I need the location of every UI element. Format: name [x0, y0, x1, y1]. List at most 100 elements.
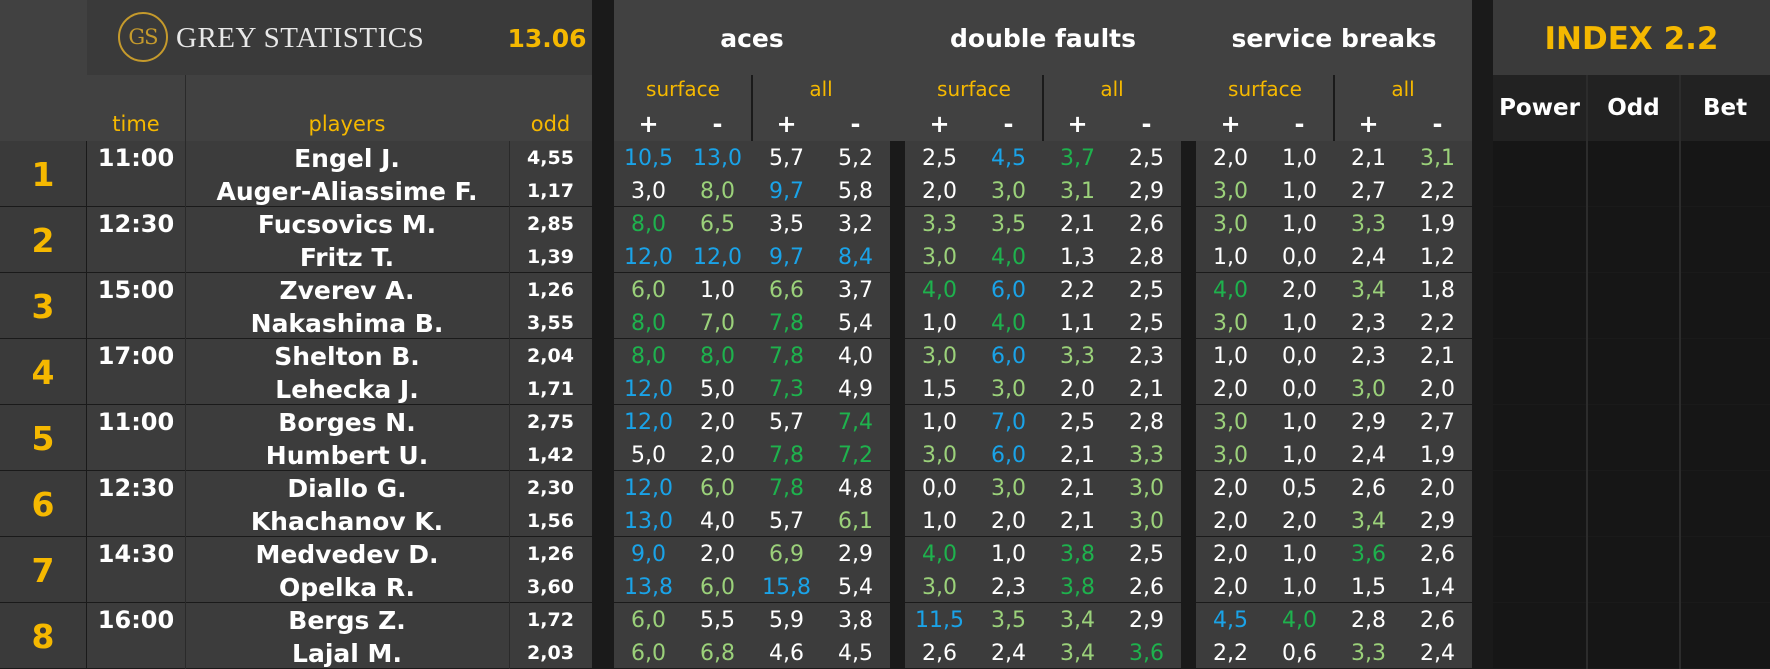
- stat-cell-bg: [905, 339, 1181, 404]
- player-odd: 4,55: [527, 147, 574, 169]
- stat-value: 2,1: [1420, 343, 1455, 369]
- match-num-cell: [0, 339, 86, 404]
- stat-value: 3,0: [922, 244, 957, 270]
- subheader-all-aces: all: [809, 77, 833, 101]
- plus-header-service-breaks: +: [1358, 110, 1379, 138]
- minus-header-aces: -: [712, 110, 723, 138]
- stat-cell-bg: [614, 207, 890, 272]
- col-header-players: players: [308, 112, 386, 136]
- stat-value: 4,8: [838, 475, 873, 501]
- stat-value: 2,5: [1129, 541, 1164, 567]
- stat-value: 1,0: [1282, 574, 1317, 600]
- time-divider: [185, 75, 186, 669]
- stat-value: 2,8: [1129, 409, 1164, 435]
- stat-value: 3,0: [922, 574, 957, 600]
- stat-value: 2,6: [922, 640, 957, 666]
- stat-value: 2,0: [1213, 475, 1248, 501]
- minus-header-double-faults: -: [1003, 110, 1014, 138]
- player-odd: 1,17: [527, 180, 574, 202]
- stat-value: 4,0: [700, 508, 735, 534]
- header-date: 13.06: [507, 23, 587, 53]
- index-cell-bg: [1493, 273, 1770, 338]
- stat-value: 7,8: [769, 343, 804, 369]
- stat-value: 5,4: [838, 310, 873, 336]
- index-cell-bg: [1493, 207, 1770, 272]
- header-index-panel: [1493, 0, 1770, 75]
- stat-value: 3,4: [1351, 508, 1386, 534]
- stat-value: 1,0: [1282, 442, 1317, 468]
- stat-value: 2,4: [1420, 640, 1455, 666]
- stat-value: 2,5: [1129, 145, 1164, 171]
- stat-value: 2,0: [1060, 376, 1095, 402]
- stat-value: 2,0: [1213, 376, 1248, 402]
- stat-value: 2,1: [1060, 211, 1095, 237]
- stat-value: 2,5: [922, 145, 957, 171]
- stat-value: 2,2: [1420, 310, 1455, 336]
- stat-value: 7,8: [769, 310, 804, 336]
- player-name: Zverev A.: [279, 275, 415, 305]
- player-name: Bergs Z.: [288, 605, 406, 635]
- stat-value: 6,0: [700, 574, 735, 600]
- player-odd: 3,60: [527, 576, 574, 598]
- stat-value: 3,4: [1060, 640, 1095, 666]
- index-title: INDEX 2.2: [1544, 21, 1719, 57]
- group-title-double-faults: double faults: [950, 23, 1136, 53]
- stat-value: 5,9: [769, 607, 804, 633]
- index-cell-bg: [1493, 537, 1770, 602]
- player-odd: 2,04: [527, 345, 574, 367]
- match-info-cell: [87, 471, 592, 536]
- stat-value: 6,0: [631, 607, 666, 633]
- stat-value: 4,0: [1282, 607, 1317, 633]
- stat-value: 3,0: [922, 343, 957, 369]
- stat-value: 1,1: [1060, 310, 1095, 336]
- stat-value: 3,4: [1351, 277, 1386, 303]
- match-number: 4: [31, 352, 55, 392]
- stat-value: 11,5: [915, 607, 964, 633]
- match-number: 5: [31, 418, 55, 458]
- stat-value: 1,0: [922, 508, 957, 534]
- stat-value: 7,0: [700, 310, 735, 336]
- logo-icon: GS: [118, 12, 168, 62]
- stat-cell-bg: [614, 405, 890, 470]
- stat-value: 3,5: [991, 607, 1026, 633]
- player-odd: 2,75: [527, 411, 574, 433]
- stat-cell-bg: [1196, 339, 1472, 404]
- stat-cell-bg: [905, 141, 1181, 206]
- stat-value: 1,0: [1213, 343, 1248, 369]
- stat-value: 6,9: [769, 541, 804, 567]
- stat-value: 9,7: [769, 244, 804, 270]
- stat-value: 3,0: [631, 178, 666, 204]
- match-info-cell: [87, 207, 592, 272]
- match-time: 11:00: [97, 144, 175, 172]
- stat-value: 12,0: [624, 376, 673, 402]
- stat-value: 2,5: [1060, 409, 1095, 435]
- stat-value: 3,0: [991, 475, 1026, 501]
- stat-value: 0,0: [1282, 376, 1317, 402]
- player-odd: 2,30: [527, 477, 574, 499]
- stat-value: 2,0: [1420, 475, 1455, 501]
- stat-value: 6,1: [838, 508, 873, 534]
- stat-value: 0,6: [1282, 640, 1317, 666]
- stat-value: 1,5: [1351, 574, 1386, 600]
- subheader-surface-double-faults: surface: [937, 77, 1011, 101]
- stat-value: 12,0: [624, 244, 673, 270]
- stat-value: 7,3: [769, 376, 804, 402]
- group-title-aces: aces: [720, 23, 784, 53]
- match-num-cell: [0, 537, 86, 602]
- odd-divider: [509, 141, 510, 669]
- stat-cell-bg: [905, 537, 1181, 602]
- player-name: Auger-Aliassime F.: [216, 176, 478, 206]
- stat-value: 2,0: [1282, 277, 1317, 303]
- stat-value: 2,3: [1351, 310, 1386, 336]
- stat-value: 5,8: [838, 178, 873, 204]
- stat-value: 1,9: [1420, 442, 1455, 468]
- stat-value: 2,9: [1420, 508, 1455, 534]
- stat-value: 2,0: [991, 508, 1026, 534]
- stat-value: 3,0: [1213, 178, 1248, 204]
- stat-value: 6,6: [769, 277, 804, 303]
- stat-value: 4,0: [991, 244, 1026, 270]
- stat-value: 2,4: [991, 640, 1026, 666]
- plus-header-aces: +: [776, 110, 797, 138]
- stat-value: 2,8: [1351, 607, 1386, 633]
- stat-value: 2,1: [1129, 376, 1164, 402]
